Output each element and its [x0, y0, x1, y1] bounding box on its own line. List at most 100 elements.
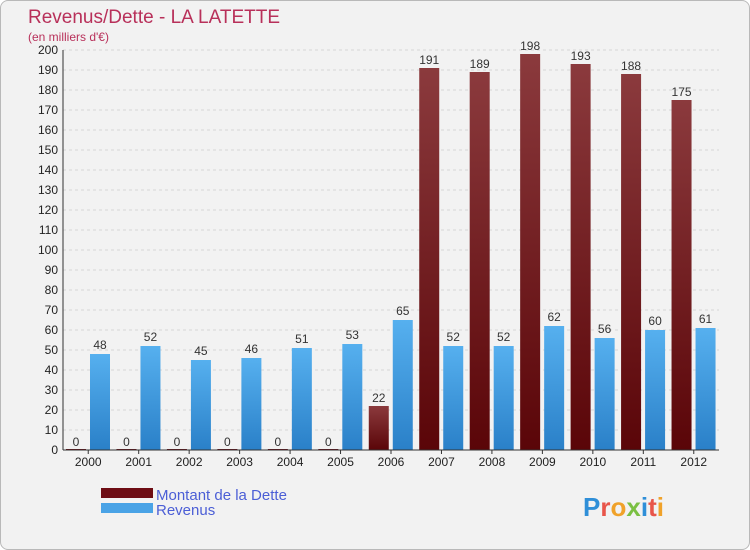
legend-swatch-debt: [101, 488, 153, 498]
x-tick-label: 2007: [428, 455, 455, 469]
logo-letter: r: [600, 492, 610, 522]
logo-letter: o: [610, 492, 626, 522]
x-tick-label: 2004: [277, 455, 304, 469]
y-tick-label: 190: [38, 63, 58, 77]
legend-label-revenue: Revenus: [156, 502, 215, 519]
revenue-bar: [190, 360, 211, 450]
y-tick-label: 170: [38, 103, 58, 117]
y-tick-label: 200: [38, 43, 58, 57]
debt-value-label: 0: [73, 435, 80, 449]
logo-letter: t: [648, 492, 657, 522]
revenue-bar: [544, 326, 565, 450]
debt-bar: [520, 54, 541, 450]
logo-letter: i: [657, 492, 664, 522]
logo-letter: P: [583, 492, 600, 522]
debt-value-label: 0: [174, 435, 181, 449]
logo-text: Proxiti: [583, 492, 664, 522]
debt-bar: [671, 100, 692, 450]
data-labels: 0 48 0 52 0 45 0 46 0 51 0 53 22 65 191 52 189 52 198 62 193…: [73, 39, 713, 449]
y-tick-label: 90: [45, 263, 59, 277]
grid-lines: [63, 49, 719, 451]
proxiti-logo: Proxiti: [583, 492, 664, 522]
debt-value-label: 198: [520, 39, 540, 53]
revenue-bar: [695, 328, 716, 450]
y-tick-label: 40: [45, 363, 59, 377]
debt-value-label: 188: [621, 59, 641, 73]
legend-swatch-revenue: [101, 503, 153, 513]
revenue-value-label: 51: [295, 332, 309, 346]
x-axis: 2000 2001 2002 2003 2004 2005 2006 2007 2008 2009…: [63, 449, 719, 469]
y-tick-label: 10: [45, 423, 59, 437]
debt-value-label: 191: [419, 53, 439, 67]
revenue-bar: [493, 346, 514, 450]
x-tick-label: 2006: [378, 455, 405, 469]
logo-letter: x: [626, 492, 641, 522]
debt-value-label: 0: [224, 435, 231, 449]
revenue-bar: [140, 346, 161, 450]
debt-bar: [368, 406, 389, 450]
x-tick-label: 2009: [529, 455, 556, 469]
revenue-value-label: 45: [194, 344, 208, 358]
y-tick-label: 20: [45, 403, 59, 417]
x-tick-label: 2001: [125, 455, 152, 469]
revenue-value-label: 52: [447, 330, 461, 344]
x-tick-label: 2011: [630, 455, 656, 469]
x-tick-label: 2010: [579, 455, 606, 469]
revenue-value-label: 62: [547, 310, 561, 324]
y-tick-label: 140: [38, 163, 58, 177]
revenue-bar: [241, 358, 262, 450]
revenue-value-label: 48: [93, 338, 107, 352]
chart-subtitle: (en milliers d'€): [28, 30, 109, 44]
revenue-bar: [90, 354, 110, 450]
revenue-value-label: 46: [245, 342, 259, 356]
revenue-bar: [443, 346, 464, 450]
debt-value-label: 175: [672, 85, 692, 99]
debt-value-label: 22: [372, 391, 386, 405]
debt-bar: [570, 64, 591, 450]
x-tick-label: 2005: [327, 455, 354, 469]
logo-letter: i: [641, 492, 648, 522]
revenue-bar: [594, 338, 615, 450]
debt-value-label: 0: [325, 435, 332, 449]
y-tick-label: 150: [38, 143, 58, 157]
bars: [66, 54, 716, 450]
revenue-value-label: 61: [699, 312, 713, 326]
revenue-value-label: 52: [497, 330, 511, 344]
x-tick-label: 2000: [75, 455, 102, 469]
y-tick-label: 160: [38, 123, 58, 137]
debt-value-label: 0: [275, 435, 282, 449]
y-tick-label: 120: [38, 203, 58, 217]
debt-bar: [419, 68, 440, 450]
revenue-bar: [392, 320, 413, 450]
y-tick-label: 180: [38, 83, 58, 97]
revenue-value-label: 52: [144, 330, 158, 344]
revenue-value-label: 60: [648, 314, 662, 328]
y-tick-label: 60: [45, 323, 59, 337]
debt-bar: [469, 72, 490, 450]
revenue-bar: [291, 348, 312, 450]
y-tick-label: 80: [45, 283, 59, 297]
y-axis: 0 10 20 30 40 50 60 70 80 90 100 110 120 130 140 150 160…: [38, 43, 64, 457]
x-tick-label: 2003: [226, 455, 253, 469]
revenue-bar: [645, 330, 666, 450]
revenue-value-label: 53: [346, 328, 360, 342]
legend-label-debt: Montant de la Dette: [156, 487, 287, 504]
debt-value-label: 189: [470, 57, 490, 71]
y-tick-label: 30: [45, 383, 59, 397]
debt-value-label: 0: [123, 435, 130, 449]
y-tick-label: 130: [38, 183, 58, 197]
y-tick-label: 50: [45, 343, 59, 357]
chart-title: Revenus/Dette - LA LATETTE: [28, 7, 281, 28]
x-tick-label: 2008: [479, 455, 506, 469]
y-tick-label: 100: [38, 243, 58, 257]
x-tick-label: 2002: [176, 455, 203, 469]
y-tick-label: 110: [39, 223, 58, 237]
y-tick-label: 70: [45, 303, 59, 317]
debt-bar: [621, 74, 642, 450]
revenue-value-label: 56: [598, 322, 612, 336]
debt-value-label: 193: [571, 49, 591, 63]
y-tick-label: 0: [51, 443, 58, 457]
